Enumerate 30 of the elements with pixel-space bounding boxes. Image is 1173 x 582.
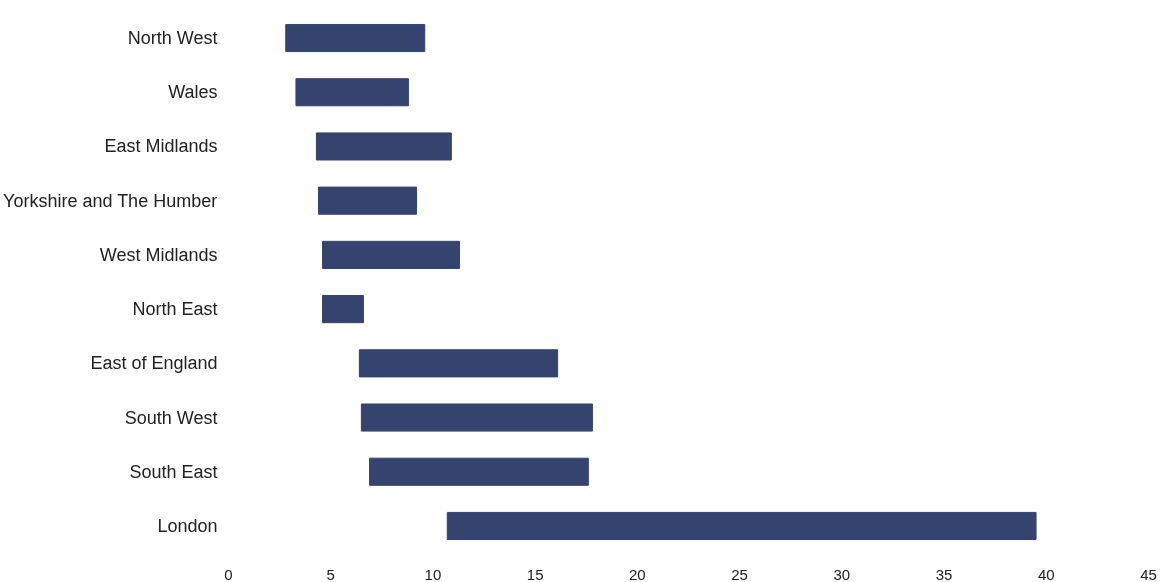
- bar: [295, 78, 409, 107]
- bar: [322, 240, 461, 269]
- bar: [315, 132, 452, 161]
- y-tick-label: South West: [124, 407, 218, 428]
- x-tick-label: 20: [629, 565, 646, 582]
- x-tick-label: 15: [526, 565, 544, 582]
- y-tick-label: East of England: [90, 353, 218, 374]
- y-tick-label: London: [157, 515, 218, 536]
- x-tick-label: 30: [833, 565, 851, 582]
- bar: [285, 23, 426, 53]
- y-tick-label: Yorkshire and The Humber: [3, 190, 218, 211]
- y-tick-label: Wales: [168, 82, 218, 103]
- x-tick-label: 0: [224, 565, 233, 582]
- y-tick-label: West Midlands: [99, 244, 218, 265]
- x-tick-label: 45: [1140, 565, 1157, 582]
- bar: [446, 511, 1037, 541]
- bar: [322, 295, 364, 324]
- x-tick-label: 10: [424, 565, 442, 582]
- y-tick-label: North West: [127, 28, 218, 49]
- x-tick-label: 25: [731, 565, 748, 582]
- bar: [317, 186, 418, 215]
- x-tick-label: 35: [935, 565, 953, 582]
- y-tick-label: South East: [129, 461, 218, 482]
- bar: [360, 403, 593, 432]
- x-tick-label: 40: [1037, 565, 1055, 582]
- y-tick-label: North East: [132, 299, 218, 320]
- y-tick-label: East Midlands: [104, 136, 218, 157]
- x-tick-label: 5: [326, 565, 335, 582]
- bar: [369, 457, 589, 486]
- bar: [358, 349, 559, 378]
